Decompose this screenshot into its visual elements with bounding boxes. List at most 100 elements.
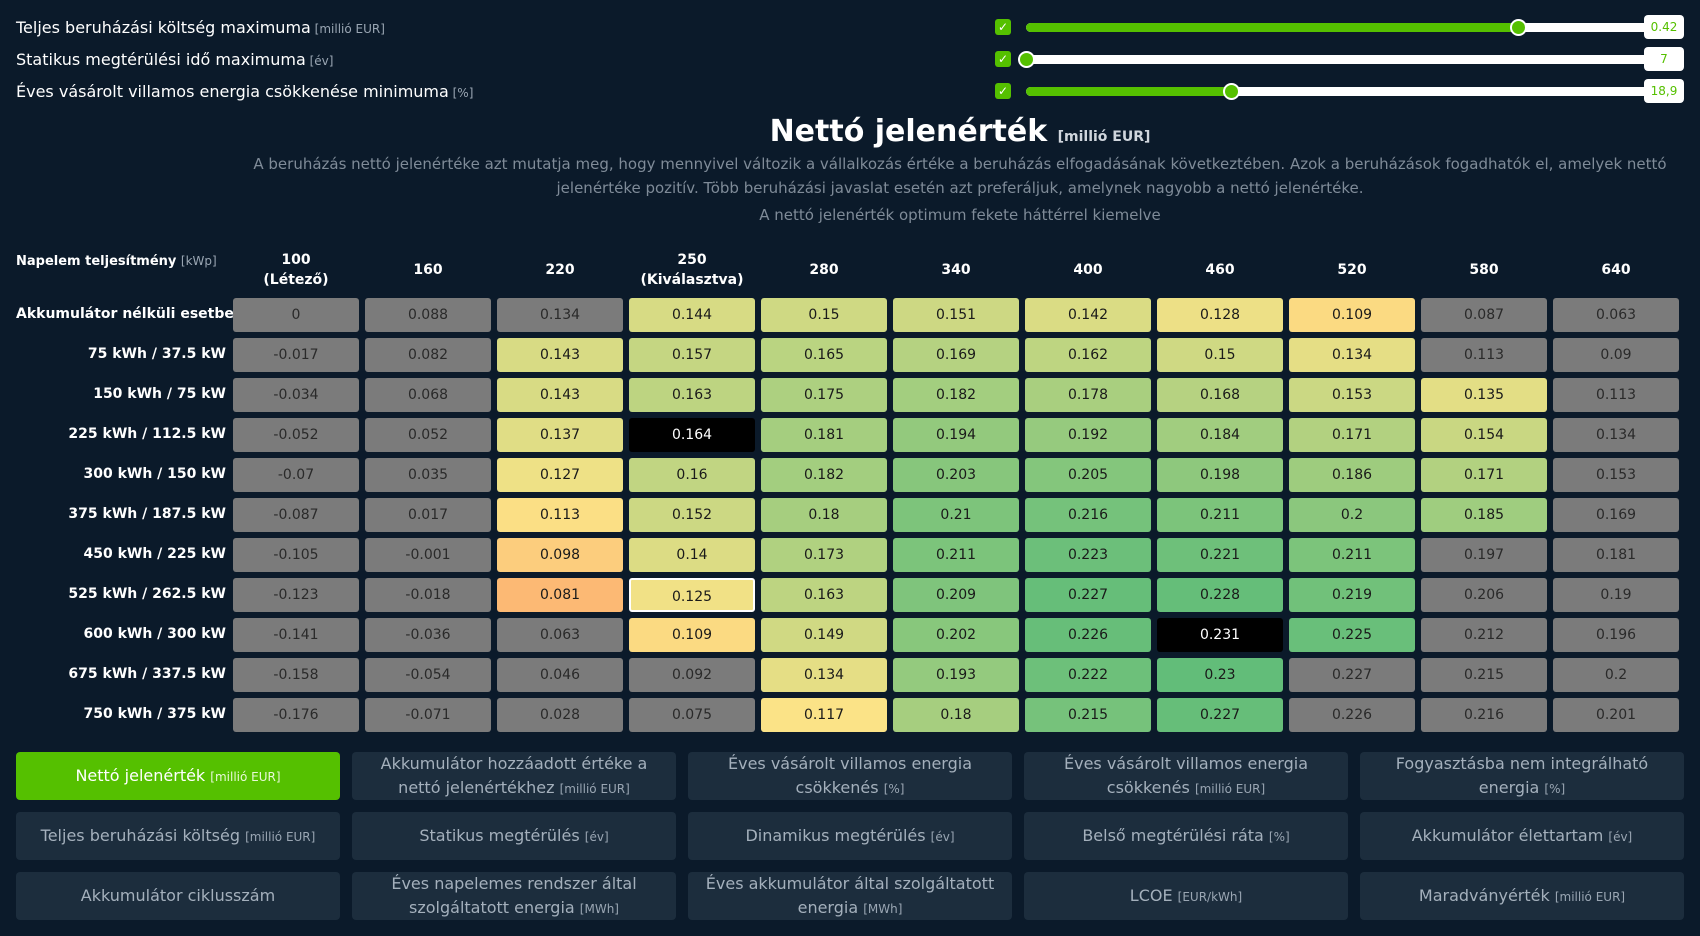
metric-tab[interactable]: Fogyasztásba nem integrálható energia [%…	[1360, 752, 1684, 800]
grid-cell[interactable]: 0.063	[497, 618, 623, 652]
grid-cell[interactable]: 0.163	[761, 578, 887, 612]
slider-thumb[interactable]	[1510, 19, 1528, 36]
grid-cell[interactable]: 0.137	[497, 418, 623, 452]
grid-cell[interactable]: 0.134	[1289, 338, 1415, 372]
grid-cell[interactable]: 0.223	[1025, 538, 1151, 572]
grid-cell[interactable]: 0.216	[1025, 498, 1151, 532]
metric-tab[interactable]: Teljes beruházási költség [millió EUR]	[16, 812, 340, 860]
grid-cell[interactable]: 0.125	[629, 578, 755, 612]
grid-cell[interactable]: 0.09	[1553, 338, 1679, 372]
grid-cell[interactable]: -0.052	[233, 418, 359, 452]
grid-cell[interactable]: -0.036	[365, 618, 491, 652]
grid-cell[interactable]: 0.203	[893, 458, 1019, 492]
grid-cell[interactable]: 0.109	[629, 618, 755, 652]
grid-cell[interactable]: 0.113	[1421, 338, 1547, 372]
grid-cell[interactable]: 0.221	[1157, 538, 1283, 572]
grid-cell[interactable]: 0.153	[1289, 378, 1415, 412]
metric-tab[interactable]: Éves vásárolt villamos energia csökkenés…	[688, 752, 1012, 800]
grid-cell[interactable]: 0.231	[1157, 618, 1283, 652]
grid-cell[interactable]: 0.181	[761, 418, 887, 452]
grid-cell[interactable]: 0.178	[1025, 378, 1151, 412]
grid-cell[interactable]: 0.144	[629, 298, 755, 332]
slider-checkbox[interactable]: ✓	[995, 51, 1011, 67]
grid-cell[interactable]: 0.212	[1421, 618, 1547, 652]
grid-cell[interactable]: -0.141	[233, 618, 359, 652]
grid-cell[interactable]: 0.092	[629, 658, 755, 692]
grid-cell[interactable]: 0.197	[1421, 538, 1547, 572]
grid-cell[interactable]: 0.19	[1553, 578, 1679, 612]
grid-cell[interactable]: 0.068	[365, 378, 491, 412]
grid-cell[interactable]: 0.206	[1421, 578, 1547, 612]
grid-cell[interactable]: 0.143	[497, 338, 623, 372]
grid-cell[interactable]: -0.087	[233, 498, 359, 532]
grid-cell[interactable]: 0.087	[1421, 298, 1547, 332]
grid-cell[interactable]: 0.168	[1157, 378, 1283, 412]
grid-cell[interactable]: 0.171	[1421, 458, 1547, 492]
grid-cell[interactable]: -0.017	[233, 338, 359, 372]
metric-tab[interactable]: Belső megtérülési ráta [%]	[1024, 812, 1348, 860]
grid-cell[interactable]: 0.209	[893, 578, 1019, 612]
grid-cell[interactable]: 0.181	[1553, 538, 1679, 572]
grid-cell[interactable]: -0.176	[233, 698, 359, 732]
grid-cell[interactable]: 0.162	[1025, 338, 1151, 372]
grid-cell[interactable]: 0.194	[893, 418, 1019, 452]
grid-cell[interactable]: 0.205	[1025, 458, 1151, 492]
grid-cell[interactable]: -0.054	[365, 658, 491, 692]
grid-cell[interactable]: 0.225	[1289, 618, 1415, 652]
grid-cell[interactable]: 0.2	[1289, 498, 1415, 532]
grid-cell[interactable]: 0.226	[1289, 698, 1415, 732]
grid-cell[interactable]: 0.173	[761, 538, 887, 572]
grid-cell[interactable]: 0.109	[1289, 298, 1415, 332]
grid-cell[interactable]: 0.028	[497, 698, 623, 732]
grid-cell[interactable]: 0.052	[365, 418, 491, 452]
grid-cell[interactable]: 0.165	[761, 338, 887, 372]
grid-cell[interactable]: 0.18	[893, 698, 1019, 732]
grid-cell[interactable]: 0.098	[497, 538, 623, 572]
grid-cell[interactable]: 0.143	[497, 378, 623, 412]
grid-cell[interactable]: 0.192	[1025, 418, 1151, 452]
grid-cell[interactable]: 0.149	[761, 618, 887, 652]
grid-cell[interactable]: 0.211	[893, 538, 1019, 572]
metric-tab[interactable]: Éves akkumulátor által szolgáltatott ene…	[688, 872, 1012, 920]
grid-cell[interactable]: 0.128	[1157, 298, 1283, 332]
metric-tab[interactable]: Dinamikus megtérülés [év]	[688, 812, 1012, 860]
metric-tab[interactable]: LCOE [EUR/kWh]	[1024, 872, 1348, 920]
grid-cell[interactable]: 0.184	[1157, 418, 1283, 452]
grid-cell[interactable]: 0.186	[1289, 458, 1415, 492]
grid-cell[interactable]: 0.23	[1157, 658, 1283, 692]
grid-cell[interactable]: 0.082	[365, 338, 491, 372]
slider-value-input[interactable]: 0.42	[1644, 15, 1684, 39]
grid-cell[interactable]: 0.227	[1157, 698, 1283, 732]
grid-cell[interactable]: -0.123	[233, 578, 359, 612]
grid-cell[interactable]: 0.211	[1289, 538, 1415, 572]
grid-cell[interactable]: 0.134	[761, 658, 887, 692]
grid-cell[interactable]: 0.046	[497, 658, 623, 692]
grid-cell[interactable]: 0.157	[629, 338, 755, 372]
grid-cell[interactable]: 0.215	[1025, 698, 1151, 732]
metric-tab[interactable]: Akkumulátor ciklusszám	[16, 872, 340, 920]
slider-track[interactable]	[1026, 19, 1652, 36]
grid-cell[interactable]: 0.117	[761, 698, 887, 732]
grid-cell[interactable]: 0.134	[497, 298, 623, 332]
slider-thumb[interactable]	[1222, 83, 1240, 100]
slider-track[interactable]	[1026, 83, 1652, 100]
metric-tab[interactable]: Akkumulátor élettartam [év]	[1360, 812, 1684, 860]
grid-cell[interactable]: 0.198	[1157, 458, 1283, 492]
grid-cell[interactable]: -0.071	[365, 698, 491, 732]
grid-cell[interactable]: 0.142	[1025, 298, 1151, 332]
grid-cell[interactable]: 0.175	[761, 378, 887, 412]
grid-cell[interactable]: 0.081	[497, 578, 623, 612]
grid-cell[interactable]: 0.14	[629, 538, 755, 572]
slider-value-input[interactable]: 7	[1644, 47, 1684, 71]
grid-cell[interactable]: -0.034	[233, 378, 359, 412]
grid-cell[interactable]: 0.15	[1157, 338, 1283, 372]
grid-cell[interactable]: 0.153	[1553, 458, 1679, 492]
metric-tab[interactable]: Statikus megtérülés [év]	[352, 812, 676, 860]
grid-cell[interactable]: 0.171	[1289, 418, 1415, 452]
grid-cell[interactable]: 0.228	[1157, 578, 1283, 612]
grid-cell[interactable]: 0.152	[629, 498, 755, 532]
grid-cell[interactable]: 0.226	[1025, 618, 1151, 652]
grid-cell[interactable]: 0.127	[497, 458, 623, 492]
grid-cell[interactable]: 0.154	[1421, 418, 1547, 452]
grid-cell[interactable]: 0.134	[1553, 418, 1679, 452]
